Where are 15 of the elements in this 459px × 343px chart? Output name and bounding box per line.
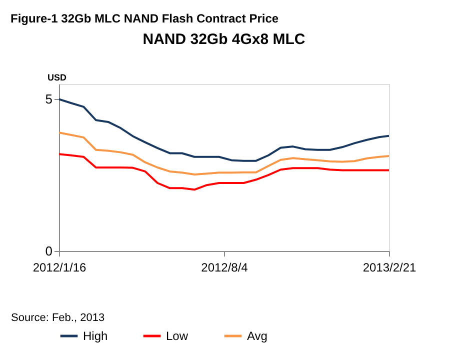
- line-series: [59, 153, 389, 191]
- chart-subtitle: NAND 32Gb 4Gx8 MLC: [142, 31, 306, 48]
- y-tick-label: 5: [45, 92, 52, 107]
- source-note: Source: Feb., 2013: [11, 312, 105, 324]
- legend-label: Low: [166, 329, 188, 343]
- x-tick-label: 2013/2/21: [362, 260, 417, 274]
- line-series: [59, 132, 389, 176]
- y-axis-title: USD: [48, 72, 67, 82]
- chart-title: Figure-1 32Gb MLC NAND Flash Contract Price: [10, 12, 279, 26]
- line-series: [59, 98, 389, 162]
- legend-label: High: [83, 329, 108, 343]
- x-tick-label: 2012/8/4: [201, 260, 248, 274]
- legend-label: Avg: [247, 329, 268, 343]
- y-tick-label: 0: [45, 244, 52, 258]
- x-tick-label: 2012/1/16: [32, 260, 87, 274]
